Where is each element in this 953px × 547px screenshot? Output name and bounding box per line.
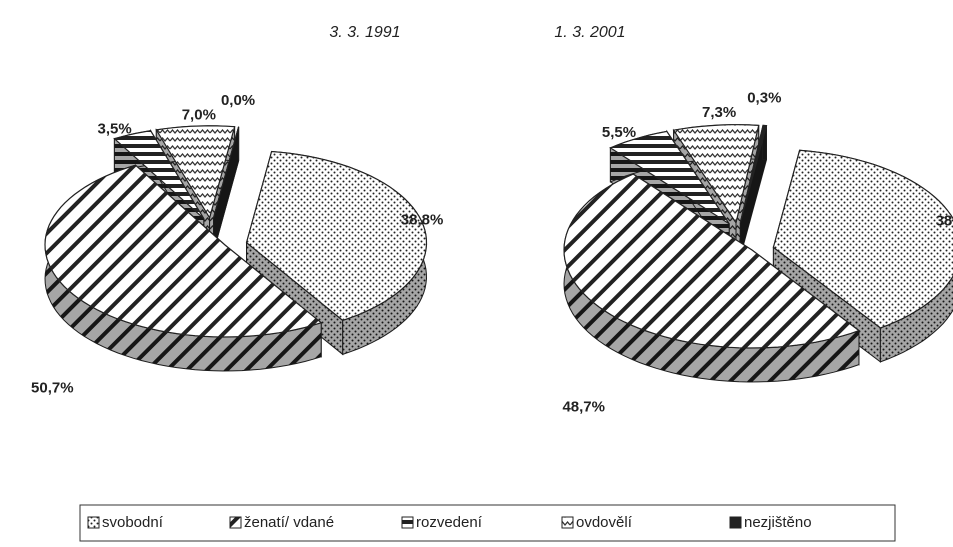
slice-top [772, 149, 953, 329]
slice-top [113, 130, 205, 220]
data-label: 5,5% [602, 124, 636, 141]
pie-slice [739, 124, 768, 257]
data-label: 38,8% [401, 212, 444, 229]
slice-top [563, 173, 861, 349]
slice-top [672, 124, 760, 225]
legend-box [79, 504, 896, 542]
data-label: 38,1% [936, 213, 953, 230]
slice-top [739, 124, 768, 223]
pies: 38,8% 50,7% 3,5% 7,0% 0,0% 38,1% 48,7% 5,5% 7,3%… [31, 90, 953, 416]
slice-top [609, 130, 730, 225]
chart-title: 3. 3. 1991 [329, 24, 400, 41]
pie-slice [563, 173, 861, 383]
legend-swatch [401, 516, 414, 529]
data-label: 3,5% [98, 121, 132, 138]
legend-label: ženatí/ vdané [244, 514, 334, 531]
slice-shade [740, 125, 767, 257]
legend-label: rozvedení [416, 514, 483, 531]
legend-swatch [87, 516, 100, 529]
slice-shade [213, 126, 239, 252]
data-label: 48,7% [562, 399, 605, 416]
pie-slice [44, 164, 323, 372]
data-label: 7,3% [702, 104, 736, 121]
slice-shade [564, 174, 859, 382]
data-label: 0,0% [221, 92, 255, 109]
data-label: 50,7% [31, 379, 74, 396]
legend-label: ovdovělí [576, 514, 633, 531]
chart-title: 1. 3. 2001 [554, 24, 625, 41]
legend-swatch [229, 516, 242, 529]
data-label: 7,0% [182, 106, 216, 123]
legend-swatch [561, 516, 574, 529]
slice-top [245, 150, 428, 322]
legend-label: svobodní [102, 514, 164, 531]
slice-top [44, 164, 323, 338]
slice-top [155, 125, 236, 220]
legend: svobodní ženatí/ vdané rozvedení ovdovělí ne… [87, 514, 812, 531]
data-label: 0,3% [747, 90, 781, 107]
slice-top [212, 126, 240, 219]
slice-shade [45, 165, 322, 371]
legend-swatch [729, 516, 742, 529]
legend-label: nezjištěno [744, 514, 812, 531]
